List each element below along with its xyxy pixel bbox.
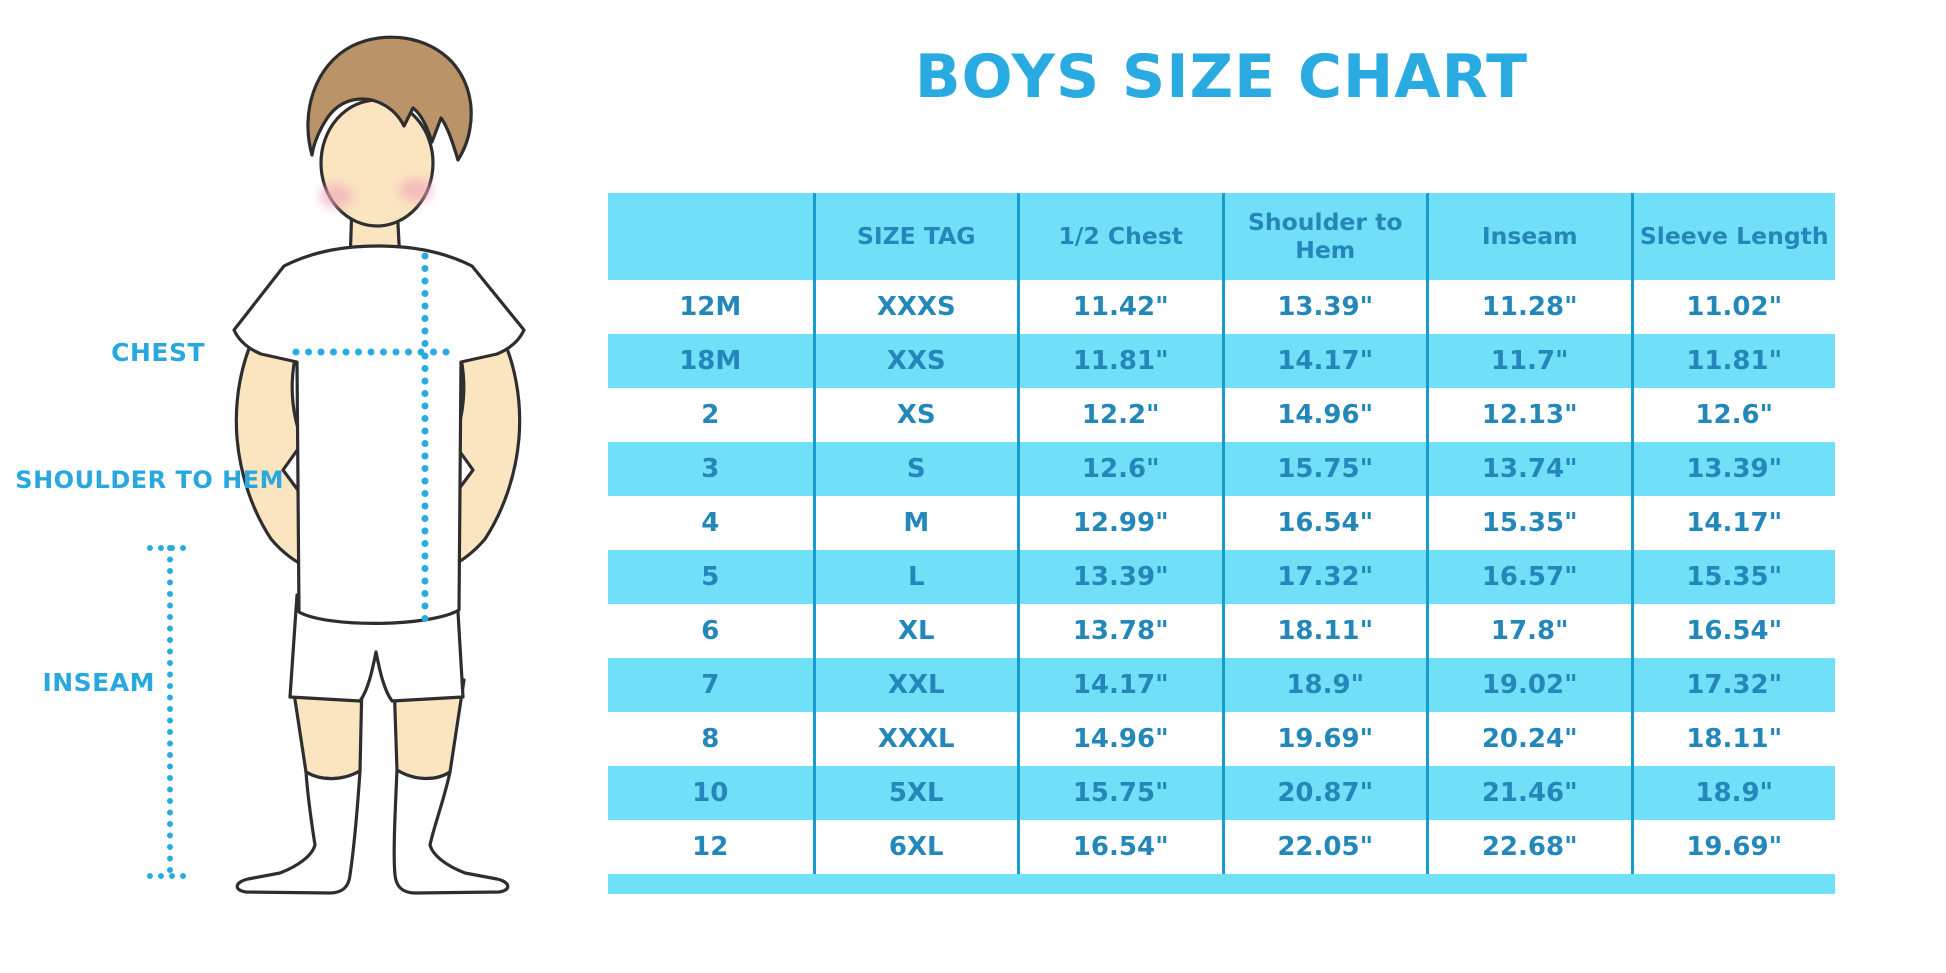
value-cell: 12.6": [1630, 388, 1836, 442]
value-cell: 16.57": [1426, 550, 1631, 604]
value-cell: 19.69": [1630, 820, 1836, 874]
value-cell: 16.54": [1630, 604, 1836, 658]
size-cell: 7: [701, 670, 720, 700]
value-cell: 12.99": [1017, 496, 1222, 550]
value-cell: 13.39": [1221, 280, 1427, 334]
size-cell: 10: [692, 778, 729, 808]
table-row: 6 XL 13.78" 18.11" 17.8" 16.54": [608, 604, 1835, 658]
value-cell: 18.9": [1630, 766, 1836, 820]
value-cell: 20.24": [1426, 712, 1631, 766]
shoulder-to-hem-measurement-label: SHOULDER TO HEM: [15, 466, 284, 494]
value-cell: 22.68": [1426, 820, 1631, 874]
size-cell: 3: [701, 454, 720, 484]
value-cell: XXL: [812, 658, 1018, 712]
table-row: 12 6XL 16.54" 22.05" 22.68" 19.69": [608, 820, 1835, 874]
value-cell: 22.05": [1221, 820, 1427, 874]
size-cell: 6: [701, 616, 720, 646]
size-cell: 18M: [679, 346, 742, 376]
value-cell: 17.32": [1630, 658, 1836, 712]
value-cell: 12.6": [1017, 442, 1222, 496]
value-cell: L: [812, 550, 1018, 604]
value-cell: 13.78": [1017, 604, 1222, 658]
table-row: 4 M 12.99" 16.54" 15.35" 14.17": [608, 496, 1835, 550]
value-cell: 13.39": [1630, 442, 1836, 496]
size-cell: 8: [701, 724, 720, 754]
header-cell-size-tag: SIZE TAG: [812, 193, 1018, 280]
size-cell: 2: [701, 400, 720, 430]
value-cell: 20.87": [1221, 766, 1427, 820]
size-table: SIZE TAG 1/2 Chest Shoulder to Hem Insea…: [608, 193, 1835, 894]
value-cell: XXXL: [812, 712, 1018, 766]
value-cell: 14.17": [1221, 334, 1427, 388]
table-row: 7 XXL 14.17" 18.9" 19.02" 17.32": [608, 658, 1835, 712]
boy-hair: [306, 35, 473, 162]
value-cell: 14.96": [1017, 712, 1222, 766]
value-cell: 18.9": [1221, 658, 1427, 712]
value-cell: 16.54": [1017, 820, 1222, 874]
value-cell: 15.75": [1017, 766, 1222, 820]
table-row: 12M XXXS 11.42" 13.39" 11.28" 11.02": [608, 280, 1835, 334]
value-cell: 11.02": [1630, 280, 1836, 334]
value-cell: 14.17": [1017, 658, 1222, 712]
value-cell: 11.81": [1017, 334, 1222, 388]
boy-blush: [319, 178, 433, 208]
table-header-row: SIZE TAG 1/2 Chest Shoulder to Hem Insea…: [608, 193, 1835, 280]
value-cell: 13.39": [1017, 550, 1222, 604]
inseam-measurement-label: INSEAM: [42, 668, 155, 697]
size-cell: 4: [701, 508, 720, 538]
size-table-body: 12M XXXS 11.42" 13.39" 11.28" 11.02" 18M XXS 11.…: [608, 280, 1835, 874]
value-cell: XXXS: [812, 280, 1018, 334]
value-cell: 12.2": [1017, 388, 1222, 442]
header-cell-shoulder-to-hem: Shoulder to Hem: [1221, 193, 1427, 280]
size-cell: 12: [692, 832, 729, 862]
header-cell-sleeve-length: Sleeve Length: [1630, 193, 1836, 280]
page-title: BOYS SIZE CHART: [914, 42, 1529, 112]
boy-illustration: [147, 35, 526, 895]
value-cell: 13.74": [1426, 442, 1631, 496]
value-cell: 15.35": [1630, 550, 1836, 604]
header-cell-inseam: Inseam: [1426, 193, 1631, 280]
value-cell: XXS: [812, 334, 1018, 388]
chest-measurement-label: CHEST: [111, 338, 205, 367]
value-cell: M: [812, 496, 1018, 550]
value-cell: 19.02": [1426, 658, 1631, 712]
table-row: 8 XXXL 14.96" 19.69" 20.24" 18.11": [608, 712, 1835, 766]
value-cell: 11.28": [1426, 280, 1631, 334]
header-cell-blank: [608, 193, 813, 280]
header-cell-half-chest: 1/2 Chest: [1017, 193, 1222, 280]
value-cell: XS: [812, 388, 1018, 442]
boy-right-sock: [392, 768, 510, 895]
value-cell: 21.46": [1426, 766, 1631, 820]
value-cell: 18.11": [1221, 604, 1427, 658]
value-cell: 15.75": [1221, 442, 1427, 496]
size-cell: 12M: [679, 292, 742, 322]
value-cell: S: [812, 442, 1018, 496]
value-cell: 5XL: [812, 766, 1018, 820]
value-cell: 6XL: [812, 820, 1018, 874]
table-row: 18M XXS 11.81" 14.17" 11.7" 11.81": [608, 334, 1835, 388]
table-row: 3 S 12.6" 15.75" 13.74" 13.39": [608, 442, 1835, 496]
boy-shirt: [232, 244, 526, 625]
size-cell: 5: [701, 562, 720, 592]
value-cell: 17.8": [1426, 604, 1631, 658]
value-cell: 17.32": [1221, 550, 1427, 604]
table-row: 10 5XL 15.75" 20.87" 21.46" 18.9": [608, 766, 1835, 820]
value-cell: 11.7": [1426, 334, 1631, 388]
value-cell: 11.81": [1630, 334, 1836, 388]
boy-left-sock: [235, 769, 362, 895]
value-cell: 14.17": [1630, 496, 1836, 550]
table-row: 2 XS 12.2" 14.96" 12.13" 12.6": [608, 388, 1835, 442]
value-cell: 12.13": [1426, 388, 1631, 442]
value-cell: 15.35": [1426, 496, 1631, 550]
table-footer-strip: [608, 874, 1835, 894]
table-row: 5 L 13.39" 17.32" 16.57" 15.35": [608, 550, 1835, 604]
value-cell: 14.96": [1221, 388, 1427, 442]
value-cell: 18.11": [1630, 712, 1836, 766]
value-cell: 16.54": [1221, 496, 1427, 550]
value-cell: XL: [812, 604, 1018, 658]
value-cell: 19.69": [1221, 712, 1427, 766]
value-cell: 11.42": [1017, 280, 1222, 334]
